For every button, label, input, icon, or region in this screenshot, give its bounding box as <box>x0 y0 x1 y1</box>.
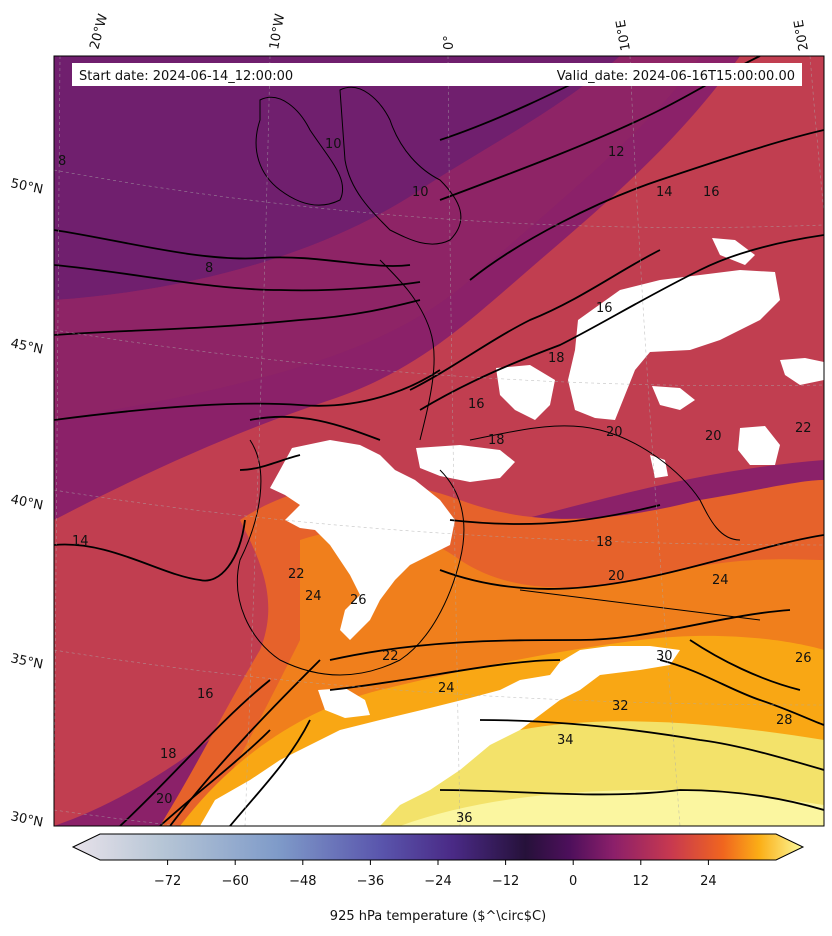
colorbar-tick-label: −72 <box>154 874 181 889</box>
colorbar-tick-label: 12 <box>633 874 650 889</box>
longitude-labels: 20°W 10°W 0° 10°E 20°E <box>87 12 812 52</box>
contour-label: 10 <box>325 137 342 152</box>
lat-label: 45°N <box>9 336 44 357</box>
contour-label: 28 <box>776 713 793 728</box>
contour-label: 14 <box>656 185 673 200</box>
valid-date-text: Valid_date: 2024-06-16T15:00:00.00 <box>557 69 795 84</box>
colorbar-tick-label: −36 <box>357 874 384 889</box>
contour-label: 8 <box>58 154 66 169</box>
contour-label: 32 <box>612 699 629 714</box>
contour-label: 24 <box>438 681 455 696</box>
start-date-text: Start date: 2024-06-14_12:00:00 <box>79 69 293 84</box>
lat-label: 30°N <box>9 809 44 830</box>
contour-label: 20 <box>705 429 722 444</box>
temperature-field: 8 8 10 10 12 14 16 16 18 20 22 24 26 28 … <box>54 56 824 826</box>
header-box <box>72 63 802 86</box>
colorbar-tick-label: −24 <box>424 874 451 889</box>
latitude-labels: 50°N 45°N 40°N 35°N 30°N <box>9 176 44 830</box>
lat-label: 50°N <box>9 176 44 197</box>
contour-label: 10 <box>412 185 429 200</box>
contour-label: 24 <box>305 589 322 604</box>
colorbar-tick-label: −48 <box>289 874 316 889</box>
contour-label: 20 <box>156 792 173 807</box>
contour-label: 18 <box>160 747 177 762</box>
lon-label: 10°E <box>614 19 634 52</box>
contour-label: 16 <box>596 301 613 316</box>
colorbar-tick-label: −60 <box>221 874 248 889</box>
contour-label: 18 <box>596 535 613 550</box>
contour-label: 22 <box>288 567 305 582</box>
lat-label: 35°N <box>9 651 44 672</box>
masked-regions <box>200 238 824 826</box>
coastlines <box>236 86 761 676</box>
contour-label: 12 <box>608 145 625 160</box>
lat-label: 40°N <box>9 492 44 513</box>
lon-label: 20°E <box>792 19 812 52</box>
colorbar-tick-label: 0 <box>569 874 577 889</box>
contour-label: 22 <box>795 421 812 436</box>
contour-label: 16 <box>703 185 720 200</box>
lon-label: 20°W <box>87 12 111 51</box>
colorbar-tick-label: −12 <box>492 874 519 889</box>
contour-label: 20 <box>606 425 623 440</box>
graticule <box>54 56 824 826</box>
contour-label: 24 <box>712 573 729 588</box>
colorbar-bar <box>71 833 805 861</box>
contour-label: 16 <box>468 397 485 412</box>
contour-label-group: 8 8 10 10 12 14 16 16 18 20 22 24 26 28 … <box>58 137 812 826</box>
contour-label: 22 <box>382 649 399 664</box>
lon-label: 10°W <box>267 13 288 51</box>
colorbar: −72 −60 −48 −36 −24 −12 0 12 24 925 hPa temperat… <box>71 833 805 924</box>
contour-label: 20 <box>608 569 625 584</box>
contour-label: 16 <box>197 687 214 702</box>
contour-label: 34 <box>557 733 574 748</box>
contour-label: 26 <box>350 593 367 608</box>
contour-label: 18 <box>548 351 565 366</box>
contour-label: 30 <box>656 649 673 664</box>
lon-label: 0° <box>442 35 457 50</box>
colorbar-label: 925 hPa temperature ($^\circ$C) <box>330 909 546 924</box>
contour-label: 14 <box>72 534 89 549</box>
colorbar-tick-label: 24 <box>700 874 717 889</box>
colorbar-ticks: −72 −60 −48 −36 −24 −12 0 12 24 <box>154 860 717 889</box>
map-frame <box>53 55 825 827</box>
contour-lines <box>54 56 824 826</box>
contour-label: 8 <box>205 261 213 276</box>
contour-label: 26 <box>795 651 812 666</box>
contour-label: 18 <box>488 433 505 448</box>
contour-label: 36 <box>456 811 473 826</box>
